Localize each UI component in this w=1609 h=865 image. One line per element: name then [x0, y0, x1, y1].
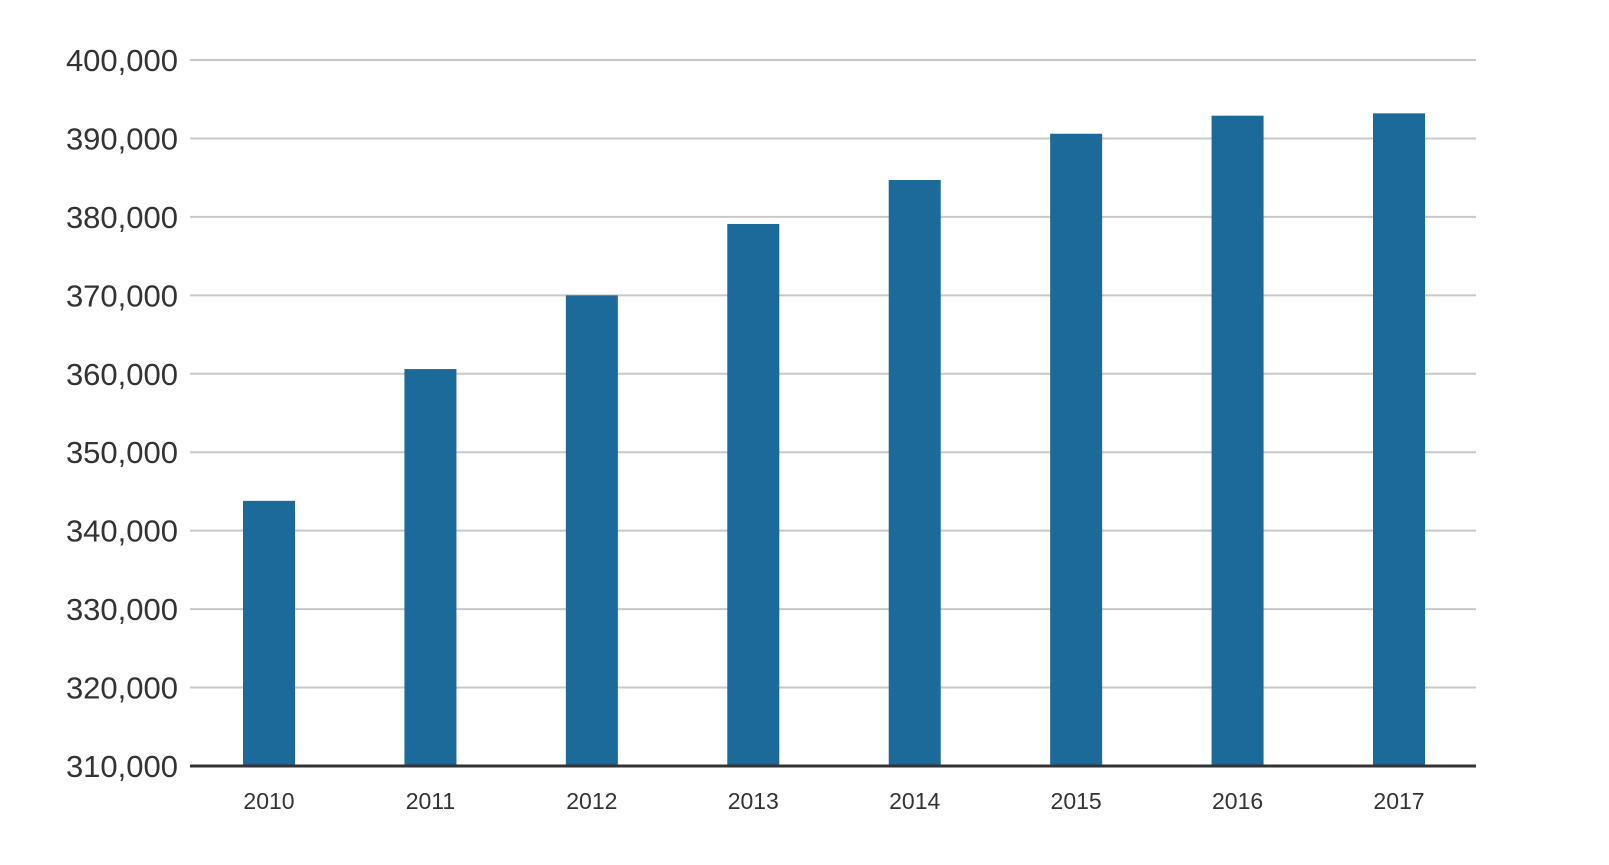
x-tick-label: 2011 — [406, 788, 455, 814]
y-tick-label: 370,000 — [66, 278, 178, 313]
tick-labels: 310,000 320,000 330,000 340,000 350,000 360,0… — [66, 43, 1425, 814]
y-tick-label: 350,000 — [66, 435, 178, 470]
x-tick-label: 2010 — [243, 788, 294, 814]
bar-2013 — [727, 223, 780, 767]
y-tick-label: 320,000 — [66, 671, 178, 706]
bar-2016 — [1211, 115, 1264, 766]
gridlines — [190, 59, 1476, 689]
bar-2012 — [565, 295, 618, 766]
y-tick-label: 400,000 — [66, 43, 178, 78]
x-tick-label: 2015 — [1051, 788, 1102, 814]
y-tick-label: 340,000 — [66, 514, 178, 549]
bar-2010 — [243, 500, 295, 766]
bars — [243, 113, 1425, 767]
bar-2015 — [1050, 133, 1103, 766]
bar-2014 — [888, 180, 941, 766]
x-tick-label: 2012 — [566, 788, 617, 814]
y-tick-label: 390,000 — [66, 121, 178, 156]
bar-2011 — [404, 369, 457, 766]
x-tick-label: 2014 — [889, 788, 940, 814]
x-tick-label: 2016 — [1212, 788, 1263, 814]
x-tick-label: 2013 — [728, 788, 779, 814]
x-tick-label: 2017 — [1373, 788, 1424, 814]
y-tick-label: 380,000 — [66, 200, 178, 235]
y-tick-label: 360,000 — [66, 357, 178, 392]
bar-2017 — [1373, 113, 1425, 766]
y-tick-label: 310,000 — [66, 749, 178, 784]
y-tick-label: 330,000 — [66, 592, 178, 627]
